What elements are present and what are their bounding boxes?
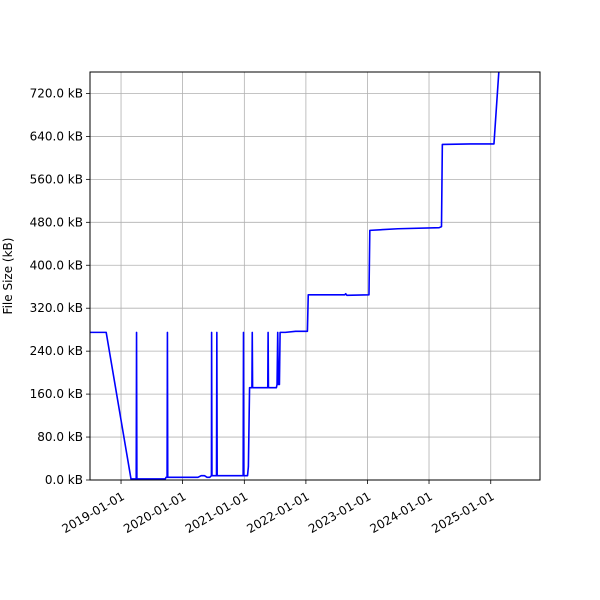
x-tick-label: 2021-01-01 bbox=[183, 489, 250, 536]
x-tick-label: 2022-01-01 bbox=[244, 489, 311, 536]
y-tick-label: 480.0 kB bbox=[30, 215, 83, 229]
y-axis: 0.0 kB 80.0 kB 160.0 kB 240.0 kB 320.0 kB 400… bbox=[30, 86, 90, 487]
x-tick-label: 2023-01-01 bbox=[306, 489, 373, 536]
x-tick-label: 2025-01-01 bbox=[429, 489, 496, 536]
y-tick-label: 400.0 kB bbox=[30, 258, 83, 272]
y-tick-label: 560.0 kB bbox=[30, 172, 83, 186]
x-tick-label: 2019-01-01 bbox=[60, 489, 127, 536]
x-tick-label: 2020-01-01 bbox=[121, 489, 188, 536]
x-axis: 2019-01-012020-01-012021-01-012022-01-01… bbox=[60, 480, 497, 536]
plot-frame bbox=[89, 71, 541, 481]
y-tick-label: 0.0 kB bbox=[45, 473, 83, 487]
y-tick-label: 320.0 kB bbox=[30, 301, 83, 315]
y-tick-label: 240.0 kB bbox=[30, 344, 83, 358]
y-tick-label: 80.0 kB bbox=[37, 430, 83, 444]
series-layer bbox=[90, 72, 500, 480]
y-tick-label: 160.0 kB bbox=[30, 387, 83, 401]
plot-background bbox=[90, 72, 540, 480]
y-tick-label: 640.0 kB bbox=[30, 129, 83, 143]
series-line-0 bbox=[90, 72, 500, 480]
y-tick-label: 720.0 kB bbox=[30, 86, 83, 100]
y-axis-label: File Size (kB) bbox=[1, 238, 15, 315]
x-tick-label: 2024-01-01 bbox=[368, 489, 435, 536]
